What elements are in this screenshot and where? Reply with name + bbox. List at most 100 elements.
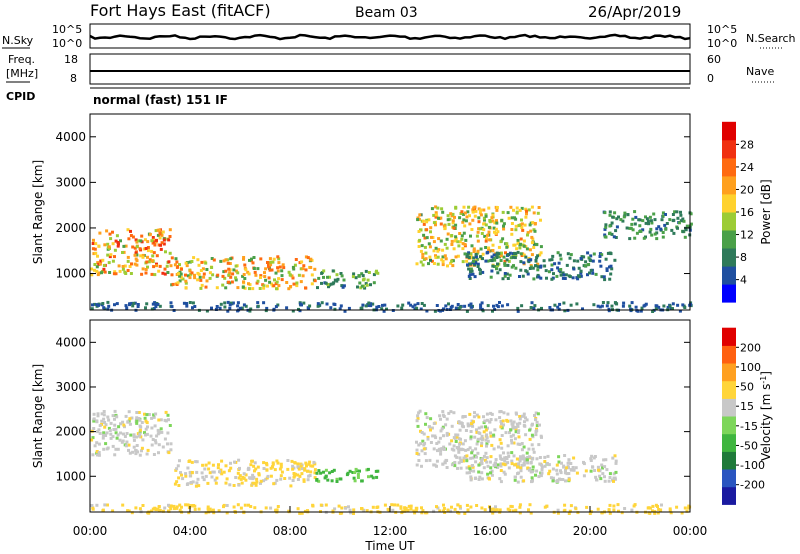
echo-cell <box>676 216 680 220</box>
echo-cell <box>528 248 532 252</box>
echo-cell <box>569 504 573 508</box>
echo-cell <box>636 309 640 313</box>
echo-cell <box>140 234 144 238</box>
echo-cell <box>298 261 302 265</box>
echo-cell <box>510 441 514 445</box>
echo-cell <box>134 452 138 456</box>
echo-cell <box>560 461 563 465</box>
echo-cell <box>191 306 194 310</box>
echo-cell <box>484 451 488 455</box>
colorbar-tick-label: 16 <box>740 206 754 219</box>
echo-cell <box>479 213 483 217</box>
echo-cell <box>503 274 507 278</box>
echo-cell <box>476 239 480 243</box>
echo-cell <box>232 484 236 487</box>
echo-cell <box>296 462 300 466</box>
nsky-panel: N.Sky 10^5 10^0 10^5 10^0 N.Search <box>2 23 796 50</box>
echo-cell <box>247 272 251 276</box>
echo-cell <box>483 234 487 238</box>
echo-cell <box>121 251 124 254</box>
echo-cell <box>605 468 609 472</box>
echo-cell <box>582 255 586 259</box>
echo-cell <box>603 475 606 479</box>
echo-cell <box>477 470 481 474</box>
echo-cell <box>458 232 462 235</box>
echo-cell <box>117 264 121 268</box>
echo-cell <box>291 276 295 280</box>
echo-cell <box>184 261 188 265</box>
echo-cell <box>453 464 457 468</box>
echo-cell <box>239 477 243 481</box>
echo-cell <box>518 505 522 509</box>
echo-cell <box>186 466 190 470</box>
echo-cell <box>556 508 560 512</box>
echo-cell <box>651 504 655 508</box>
echo-cell <box>156 303 160 306</box>
echo-cell <box>414 509 418 512</box>
echo-cell <box>185 264 189 268</box>
echo-cell <box>483 508 487 512</box>
echo-cell <box>91 506 95 510</box>
echo-cell <box>527 508 530 512</box>
echo-cell <box>419 429 422 433</box>
colorbar-segment <box>722 469 736 488</box>
echo-cell <box>447 411 451 415</box>
echo-cell <box>134 506 138 510</box>
echo-cell <box>270 268 274 272</box>
echo-cell <box>454 237 458 241</box>
echo-cell <box>634 305 638 309</box>
echo-cell <box>445 431 449 435</box>
echo-cell <box>210 257 214 260</box>
echo-cell <box>133 253 137 257</box>
echo-cell <box>111 444 115 448</box>
echo-cell <box>290 459 294 463</box>
echo-cell <box>523 459 527 463</box>
echo-cell <box>98 424 102 428</box>
echo-cell <box>565 472 569 476</box>
colorbar-segment <box>722 230 736 249</box>
echo-cell <box>95 303 99 307</box>
echo-cell <box>537 443 541 447</box>
echo-cell <box>495 508 499 512</box>
echo-cell <box>510 462 514 466</box>
echo-cell <box>242 257 245 261</box>
echo-cell <box>534 259 538 262</box>
echo-cell <box>157 443 161 447</box>
echo-cell <box>581 307 584 311</box>
echo-cell <box>512 420 516 424</box>
echo-cell <box>608 476 612 479</box>
echo-cell <box>372 281 376 285</box>
echo-cell <box>152 251 156 255</box>
echo-cell <box>488 460 492 464</box>
echo-cell <box>604 235 608 239</box>
echo-cell <box>149 434 153 438</box>
echo-cell <box>146 425 149 429</box>
echo-cell <box>443 242 447 246</box>
echo-cell <box>668 304 672 308</box>
echo-cell <box>524 269 528 273</box>
echo-cell <box>134 257 138 261</box>
echo-cell <box>672 218 676 222</box>
echo-cell <box>496 230 500 234</box>
echo-cell <box>424 257 428 261</box>
echo-cell <box>443 460 447 464</box>
echo-cell <box>274 271 278 275</box>
echo-cell <box>506 444 510 448</box>
echo-cell <box>480 438 484 442</box>
echo-cell <box>469 456 473 460</box>
echo-cell <box>685 224 689 228</box>
echo-cell <box>474 460 478 464</box>
echo-cell <box>113 453 117 457</box>
echo-cell <box>228 483 232 487</box>
echo-cell <box>492 433 496 437</box>
echo-cell <box>481 270 485 274</box>
echo-cell <box>518 443 522 446</box>
echo-cell <box>469 437 473 441</box>
echo-cell <box>411 305 415 309</box>
echo-cell <box>312 460 316 464</box>
echo-cell <box>438 509 442 513</box>
echo-cell <box>180 267 183 271</box>
echo-cell <box>555 468 559 472</box>
echo-cell <box>228 303 232 307</box>
echo-cell <box>135 240 139 244</box>
